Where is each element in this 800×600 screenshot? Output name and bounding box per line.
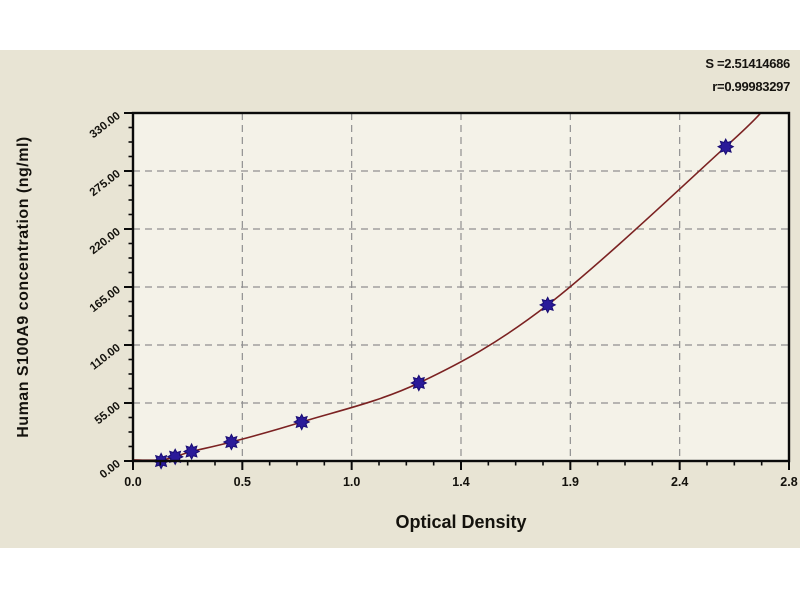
chart-panel: 0.0 0.5 1.0 1.4 1.9 2.4 2.8 0.00 55.00 110.00 165.… (0, 50, 800, 548)
data-point-marker (182, 442, 201, 461)
y-tick-label: 275.00 (88, 168, 123, 199)
fit-stat-r: r=0.99983297 (712, 79, 790, 94)
y-tick-label: 220.00 (88, 226, 123, 257)
x-tick-label: 1.9 (562, 475, 579, 489)
data-point-marker (717, 138, 735, 156)
data-point-marker (539, 296, 557, 314)
x-axis-title: Optical Density (395, 512, 526, 532)
x-tick-label: 2.8 (780, 475, 797, 489)
data-point-marker (293, 413, 311, 431)
x-tick-label: 2.4 (671, 475, 688, 489)
x-tick-label: 1.4 (452, 475, 469, 489)
y-tick-label: 330.00 (88, 110, 123, 141)
fit-stat-s: S =2.51414686 (705, 56, 790, 71)
y-tick-label: 0.00 (98, 458, 123, 481)
y-tick-label: 110.00 (88, 342, 123, 373)
x-tick-label: 0.5 (234, 475, 251, 489)
x-tick-label: 1.0 (343, 475, 360, 489)
data-point-marker (410, 374, 428, 392)
x-tick-label: 0.0 (124, 475, 141, 489)
data-point-marker (222, 433, 241, 451)
y-tick-label: 55.00 (93, 400, 123, 427)
standard-curve-chart: 0.0 0.5 1.0 1.4 1.9 2.4 2.8 0.00 55.00 110.00 165.… (15, 110, 798, 532)
y-axis-title: Human S100A9 concentration (ng/ml) (15, 136, 32, 438)
fit-statistics: S =2.51414686 r=0.99983297 (705, 52, 790, 98)
y-tick-label: 165.00 (88, 284, 123, 315)
